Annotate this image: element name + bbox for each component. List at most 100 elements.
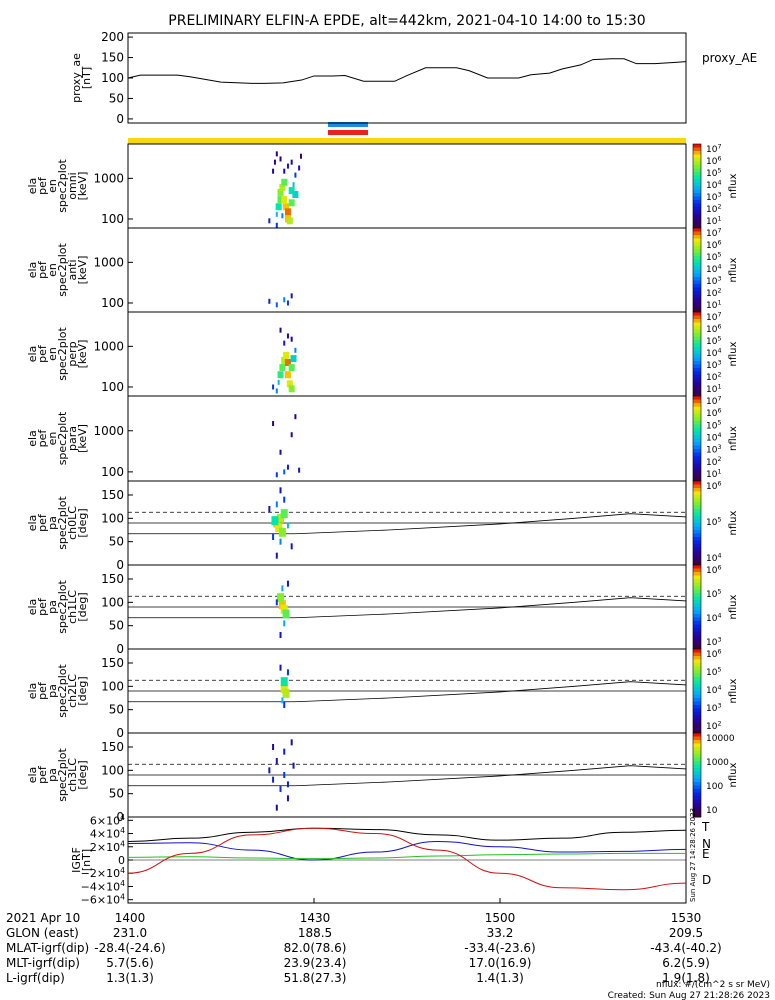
spectrum-cell (279, 327, 282, 333)
nasc-bar (328, 122, 368, 127)
units-footnote: nflux: #/(cm^2 s sr MeV) (656, 980, 770, 990)
pa-cell (282, 688, 290, 698)
axis-label: [nT] (80, 849, 93, 871)
spectrum-cell (275, 302, 278, 308)
colorbar-step (693, 438, 701, 443)
colorbar-step (693, 782, 701, 786)
axis-label: [deg] (76, 592, 89, 621)
colorbar-step (693, 357, 701, 362)
colorbar-step (693, 361, 701, 365)
tick-label: 107 (706, 311, 721, 323)
colorbar-step (693, 582, 701, 587)
pa-cell (286, 522, 289, 529)
colorbar-step (693, 512, 701, 517)
axis-label: proxy_ae (70, 53, 83, 103)
pa-cell (272, 776, 275, 783)
tick-label: 150 (101, 572, 124, 586)
colorbar-step (693, 803, 701, 807)
tick-label: 1000 (93, 339, 124, 353)
tick-label: 107 (706, 227, 721, 239)
colorbar-step (693, 151, 701, 155)
xaxis-label: GLON (east) (6, 926, 79, 940)
colorbar-step (693, 652, 701, 657)
colorbar-step (693, 712, 701, 716)
colorbar-step (693, 670, 701, 674)
colorbar-step (693, 322, 701, 327)
tick-label: −4×104 (81, 879, 125, 893)
pa-cell (283, 702, 286, 708)
colorbar-step (693, 473, 701, 478)
colorbar-step (693, 385, 701, 390)
axis-label: [keV] (76, 340, 89, 369)
colorbar-step (693, 214, 701, 218)
tick-label: 104 (706, 347, 721, 359)
spectrum-cell (281, 196, 288, 204)
axis-label: pef (36, 765, 49, 784)
panel-frame (127, 143, 687, 229)
colorbar-step (693, 326, 701, 330)
colorbar-step (693, 715, 701, 720)
colorbar-step (693, 603, 701, 608)
xaxis-label: MLT-igrf(dip) (6, 956, 80, 970)
colorbar-step (693, 533, 701, 538)
xaxis-value: 23.9(23.4) (284, 956, 347, 970)
colorbar-step (693, 217, 701, 222)
tick-label: 150 (101, 488, 124, 502)
tick-label: 4×104 (90, 826, 125, 840)
spectrum-cell (279, 183, 286, 191)
colorbar-step (693, 509, 701, 513)
dasc-bar (328, 130, 368, 135)
tick-label: 50 (109, 703, 124, 717)
colorbar-step (693, 442, 701, 447)
colorbar-step (693, 347, 701, 351)
pa-cell (275, 552, 278, 559)
axis-label: [nT] (80, 67, 93, 89)
science-zone-bars (128, 122, 686, 144)
spectrum-cell (281, 356, 288, 364)
axis-label: en (46, 179, 59, 193)
legend-label-E: E (702, 847, 710, 861)
tick-label: 105 (706, 516, 721, 528)
axis-label: ela (26, 346, 39, 363)
colorbar-step (693, 298, 701, 302)
colorbar-step (693, 638, 701, 643)
tick-label: 1000 (93, 171, 124, 185)
colorbar-step (693, 498, 701, 503)
colorbar: 106 105 104 103 102 nflux (692, 648, 739, 734)
colorbar-step (693, 495, 701, 499)
colorbar-step (693, 459, 701, 464)
colorbar-step (693, 736, 701, 741)
axis-label: pef (36, 260, 49, 279)
colorbar-step (693, 488, 701, 492)
tick-label: 100 (706, 782, 723, 792)
xaxis-value: 1.4(1.3) (476, 971, 524, 985)
tick-label: 104 (706, 612, 721, 624)
axis-label: spec2plot (56, 411, 69, 465)
grf-N-line (127, 840, 687, 861)
grf-E-line (127, 852, 687, 860)
colorbar-step (693, 617, 701, 622)
colorbar-step (693, 354, 701, 358)
spectrum-cell (279, 449, 282, 455)
spectrum-cell (284, 208, 291, 216)
xaxis-row-glon: GLON (east) 231.0 188.5 33.2 209.5 (6, 926, 703, 940)
axis-label: en (46, 263, 59, 277)
colorbar-step (693, 813, 701, 818)
colorbar-step (693, 165, 701, 169)
pa-cell (268, 767, 271, 774)
axis-label: spec2plot (56, 664, 69, 718)
axis-label: ch1LC (66, 590, 79, 624)
pa-cell (283, 620, 286, 627)
pa-cell (275, 523, 283, 533)
spectrum-cell (286, 464, 289, 470)
tick-label: 107 (706, 395, 721, 407)
spectrum-cell (290, 336, 293, 342)
colorbar-step (693, 561, 701, 566)
tick-label: 0 (116, 558, 124, 572)
tick-label: 0 (116, 642, 124, 656)
axis-label: pef (36, 176, 49, 195)
colorbar-step (693, 719, 701, 723)
colorbar-step (693, 768, 701, 772)
spectrum-cell (292, 191, 299, 199)
created-footnote: Created: Sun Aug 27 21:28:26 2023 (608, 991, 770, 1000)
